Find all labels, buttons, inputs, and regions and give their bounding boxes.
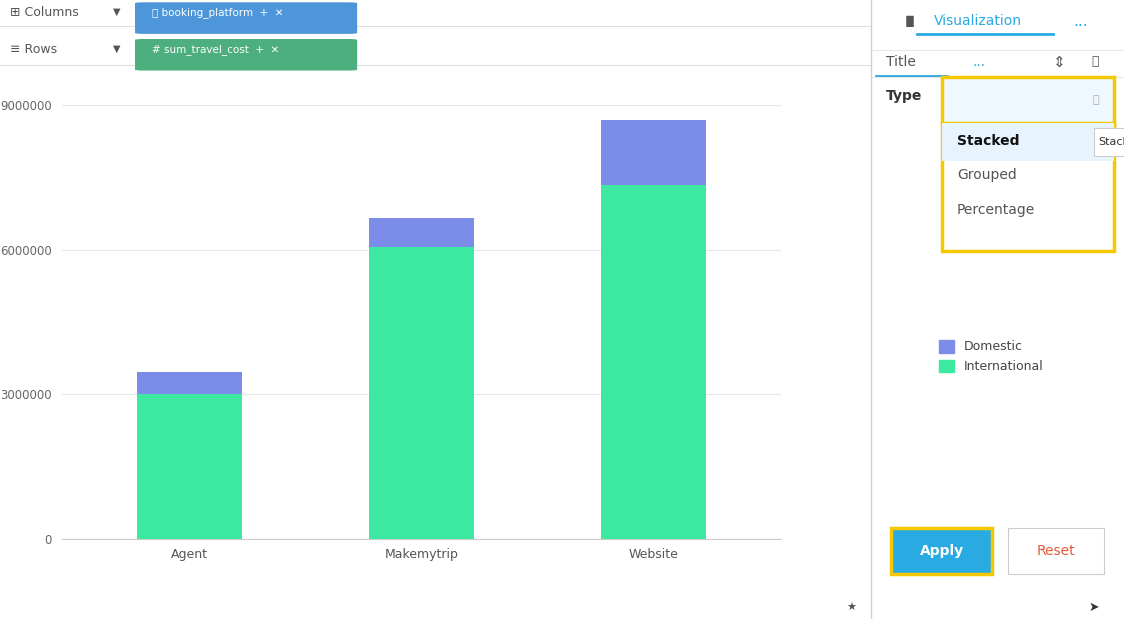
Point bbox=[910, 30, 924, 38]
Text: 🔍: 🔍 bbox=[1093, 95, 1099, 105]
Text: 📄 booking_platform  +  ✕: 📄 booking_platform + ✕ bbox=[153, 7, 284, 17]
Text: Apply: Apply bbox=[919, 544, 964, 558]
Text: Stacked: Stacked bbox=[957, 134, 1019, 148]
Bar bbox=[137, 373, 242, 394]
Text: Stacked: Stacked bbox=[951, 93, 1000, 107]
Point bbox=[940, 72, 953, 79]
Bar bbox=[370, 247, 473, 539]
Text: Type: Type bbox=[886, 89, 923, 103]
Text: # sum_travel_cost  +  ✕: # sum_travel_cost + ✕ bbox=[153, 44, 280, 54]
Text: ≡ Rows: ≡ Rows bbox=[10, 43, 57, 56]
FancyBboxPatch shape bbox=[135, 2, 357, 34]
Bar bbox=[370, 219, 473, 247]
Text: Title: Title bbox=[886, 55, 916, 69]
Text: ...: ... bbox=[972, 55, 986, 69]
Text: Grouped: Grouped bbox=[957, 168, 1017, 181]
Text: ...: ... bbox=[1073, 14, 1088, 28]
FancyBboxPatch shape bbox=[1094, 128, 1124, 156]
Text: ▐▌: ▐▌ bbox=[901, 15, 918, 27]
Bar bbox=[137, 394, 242, 539]
Text: ▼: ▼ bbox=[114, 44, 120, 54]
Text: Stacked: Stacked bbox=[1099, 137, 1124, 147]
FancyBboxPatch shape bbox=[135, 39, 357, 71]
Text: ★: ★ bbox=[846, 603, 856, 613]
FancyBboxPatch shape bbox=[1007, 528, 1104, 574]
Bar bbox=[942, 123, 1114, 161]
Text: 🔍: 🔍 bbox=[1091, 55, 1098, 69]
Text: Reset: Reset bbox=[1036, 544, 1075, 558]
Legend: Domestic, International: Domestic, International bbox=[934, 335, 1049, 378]
Bar bbox=[601, 119, 706, 184]
Point bbox=[1046, 30, 1060, 38]
Bar bbox=[601, 184, 706, 539]
FancyBboxPatch shape bbox=[891, 528, 992, 574]
Text: Visualization: Visualization bbox=[934, 14, 1023, 28]
Text: ⊞ Columns: ⊞ Columns bbox=[10, 6, 79, 19]
FancyBboxPatch shape bbox=[942, 123, 1114, 251]
Point bbox=[870, 72, 883, 79]
Text: Percentage: Percentage bbox=[957, 204, 1035, 217]
FancyBboxPatch shape bbox=[942, 77, 1114, 124]
Text: ▼: ▼ bbox=[114, 7, 120, 17]
Text: ➤: ➤ bbox=[1088, 601, 1099, 615]
Text: ⇕: ⇕ bbox=[1053, 54, 1066, 69]
